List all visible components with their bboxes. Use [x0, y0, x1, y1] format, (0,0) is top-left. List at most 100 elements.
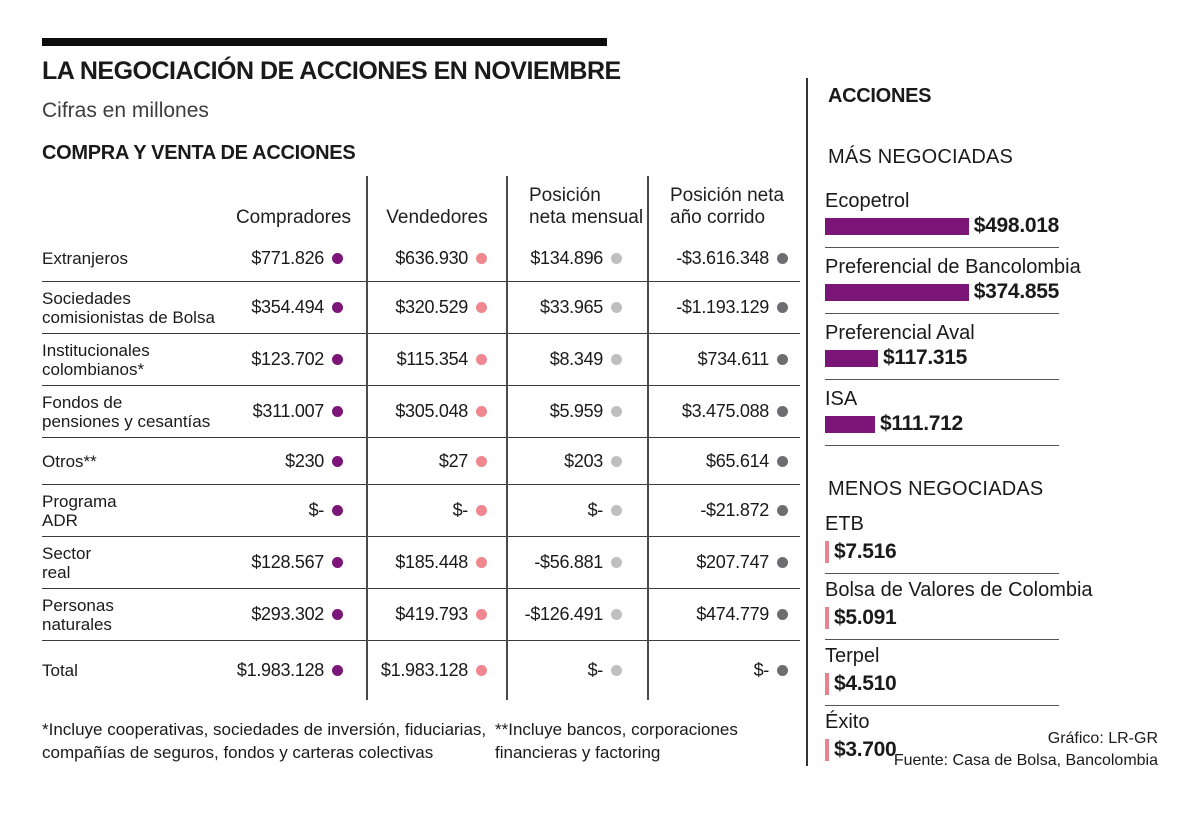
table-cell: $203 — [507, 451, 648, 472]
cell-value: $3.475.088 — [681, 401, 769, 421]
table-cell: $636.930 — [367, 248, 507, 269]
stock-label: Éxito — [825, 711, 870, 733]
stock-value: $3.700 — [834, 738, 897, 761]
least-traded-chart: ETB $7.516 Bolsa de Valores de Colombia $5.… — [825, 508, 1093, 771]
credit-graphic: Gráfico: LR-GR — [1047, 730, 1158, 747]
value-dot — [476, 664, 487, 676]
cell-value: $65.614 — [706, 450, 769, 471]
least-traded-title: MENOS NEGOCIADAS — [828, 478, 1044, 500]
stock-value: $117.315 — [883, 346, 968, 369]
bar-row: $111.712 — [825, 412, 1059, 435]
value-dot — [332, 664, 343, 676]
table-row: Programa ADR $- $- $- -$21.872 — [42, 485, 800, 537]
cell-value: $115.354 — [396, 349, 469, 369]
bar-row: $374.855 — [825, 280, 1060, 303]
table-cell: $115.354 — [367, 349, 507, 370]
value-dot — [777, 354, 788, 365]
bar-item: Preferencial de Bancolombia $374.855 — [825, 248, 1081, 314]
column-divider — [366, 176, 368, 700]
table-rows: Extranjeros $771.826 $636.930 $134.896 -$3.6… — [42, 235, 800, 699]
value-dot — [611, 557, 622, 568]
cell-value: $203 — [564, 450, 603, 471]
cell-value: $320.529 — [395, 297, 468, 317]
table-row: Sociedades comisionistas de Bolsa $354.49… — [42, 282, 800, 334]
value-bar — [825, 283, 969, 301]
table-cell: -$56.881 — [507, 552, 648, 573]
cell-value: -$21.872 — [700, 500, 769, 520]
table-cell: $734.611 — [648, 349, 800, 370]
tick-item: Terpel $4.510 — [825, 640, 1059, 706]
cell-value: $5.959 — [549, 401, 604, 421]
credits: Gráfico: LR-GR Fuente: Casa de Bolsa, Ba… — [820, 728, 1158, 772]
table-cell: $8.349 — [507, 349, 648, 370]
tick-row: $5.091 — [825, 605, 1059, 631]
cell-value: $1.983.128 — [380, 659, 468, 680]
table-section-title: COMPRA Y VENTA DE ACCIONES — [42, 142, 356, 164]
cell-value: $207.747 — [696, 552, 769, 572]
table-cell: $- — [220, 500, 367, 521]
value-bar — [825, 415, 875, 433]
value-dot — [476, 609, 487, 620]
table-cell: -$3.616.348 — [648, 248, 800, 269]
units-note: Cifras en millones — [42, 99, 209, 122]
cell-value: $123.702 — [251, 349, 324, 369]
value-dot — [611, 455, 622, 467]
stock-value: $498.018 — [973, 214, 1060, 237]
table-cell: $771.826 — [220, 248, 367, 269]
table-cell: $320.529 — [367, 297, 507, 318]
value-dot — [332, 252, 343, 264]
stock-value: $4.510 — [834, 672, 897, 695]
value-dot — [332, 302, 343, 313]
tick-item: Éxito $3.700 — [825, 706, 1059, 771]
table-cell: $123.702 — [220, 349, 367, 370]
stock-label: ETB — [825, 513, 864, 535]
row-label: Sociedades comisionistas de Bolsa — [42, 288, 215, 327]
value-dot — [332, 406, 343, 417]
stock-label: Preferencial de Bancolombia — [825, 256, 1081, 278]
stock-value: $374.855 — [973, 280, 1060, 303]
tick-item: ETB $7.516 — [825, 508, 1059, 574]
cell-value: $- — [587, 659, 604, 680]
cell-value: -$3.616.348 — [676, 247, 769, 268]
value-dot — [332, 455, 343, 467]
value-dot — [777, 455, 788, 467]
table-row: Sector real $128.567 $185.448 -$56.881 $207.… — [42, 537, 800, 589]
value-dot — [476, 557, 487, 568]
value-dot — [777, 557, 788, 568]
bar-item: Preferencial Aval $117.315 — [825, 314, 1059, 380]
value-dot — [476, 406, 487, 417]
table-cell: $305.048 — [367, 401, 507, 422]
credit-source: Fuente: Casa de Bolsa, Bancolombia — [893, 752, 1158, 769]
table-cell: $- — [507, 660, 648, 681]
column-header-vendedores: Vendedores — [386, 207, 488, 228]
cell-value: $734.611 — [697, 349, 770, 369]
table-cell: $1.983.128 — [367, 660, 507, 681]
value-dot — [476, 252, 487, 264]
cell-value: $134.896 — [530, 247, 603, 268]
stock-value: $5.091 — [834, 606, 897, 629]
value-bar — [825, 349, 878, 367]
cell-value: $636.930 — [395, 247, 468, 268]
column-header-posicion-mensual: Posición neta mensual — [529, 185, 644, 228]
cell-value: $- — [753, 659, 770, 680]
row-label: Fondos de pensiones y cesantías — [42, 392, 211, 431]
bar-row: $498.018 — [825, 214, 1060, 237]
tick-item: Bolsa de Valores de Colombia $5.091 — [825, 574, 1093, 640]
value-dot — [332, 354, 343, 365]
cell-value: $- — [308, 500, 325, 520]
value-dot — [476, 302, 487, 313]
table-row: Extranjeros $771.826 $636.930 $134.896 -$3.6… — [42, 235, 800, 282]
value-dot — [476, 505, 487, 516]
bar-item: Ecopetrol $498.018 — [825, 182, 1059, 248]
value-dot — [332, 609, 343, 620]
value-dot — [777, 505, 788, 516]
value-dot — [777, 406, 788, 417]
table-cell: $474.779 — [648, 604, 800, 625]
stock-label: Bolsa de Valores de Colombia — [825, 579, 1093, 601]
value-tick — [825, 541, 829, 563]
table-cell: $1.983.128 — [220, 660, 367, 681]
value-dot — [777, 609, 788, 620]
column-divider — [506, 176, 508, 700]
tick-row: $3.700 — [825, 737, 1059, 763]
